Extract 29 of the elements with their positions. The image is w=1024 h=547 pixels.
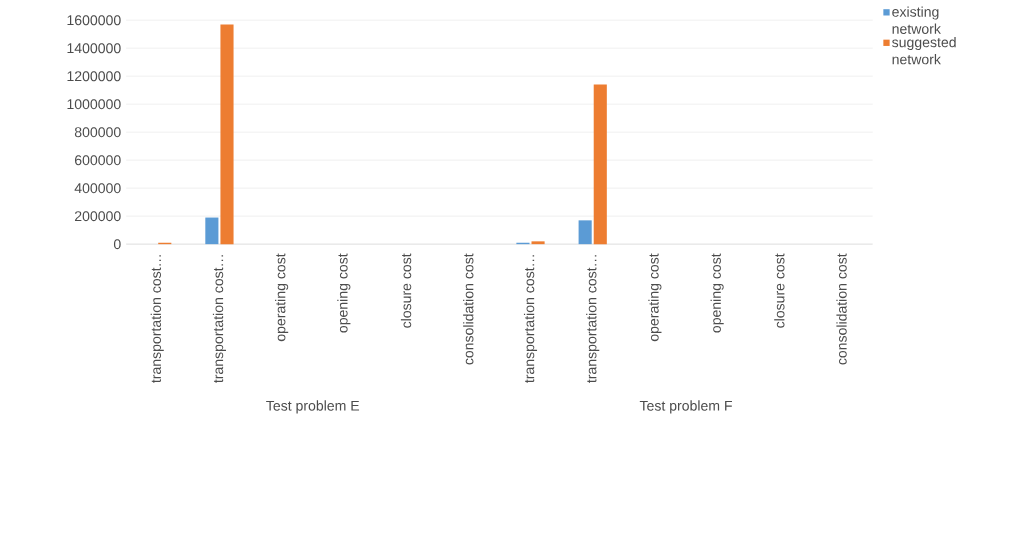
y-tick-label: 1200000 — [67, 71, 121, 82]
y-tick-label: 800000 — [74, 127, 121, 138]
x-tick-label: operating cost — [648, 253, 662, 342]
x-tick-label: transportation cost… — [212, 255, 226, 384]
y-tick-label: 600000 — [74, 155, 121, 166]
x-tick-label: closure cost — [400, 253, 412, 328]
x-tick-label: opening cost — [710, 253, 724, 333]
bar — [531, 241, 545, 245]
y-tick-label: 400000 — [74, 183, 121, 194]
x-tick-label: opening cost — [337, 253, 351, 333]
y-tick-label: 1400000 — [67, 43, 121, 54]
text: Test problem E — [266, 400, 360, 414]
y-tick-label: 200000 — [74, 211, 121, 222]
x-tick-label: consolidation cost — [463, 253, 474, 365]
x-tick-label: transportation cost… — [150, 255, 164, 384]
y-tick-label: 0 — [113, 239, 121, 250]
bar — [578, 220, 592, 245]
bar — [593, 84, 607, 245]
x-tick-label: transportation cost… — [586, 255, 600, 384]
bar — [220, 24, 234, 245]
x-tick-label: consolidation cost — [836, 253, 847, 365]
y-tick-label: 1600000 — [67, 15, 121, 26]
legend-label: suggested network — [892, 37, 956, 65]
text: Test problem F — [639, 400, 732, 414]
y-tick-label: 1000000 — [67, 99, 121, 110]
x-tick-label: operating cost — [275, 253, 289, 342]
x-tick-label: transportation cost… — [523, 255, 538, 384]
bar — [205, 217, 219, 245]
x-tick-label: closure cost — [774, 253, 785, 328]
